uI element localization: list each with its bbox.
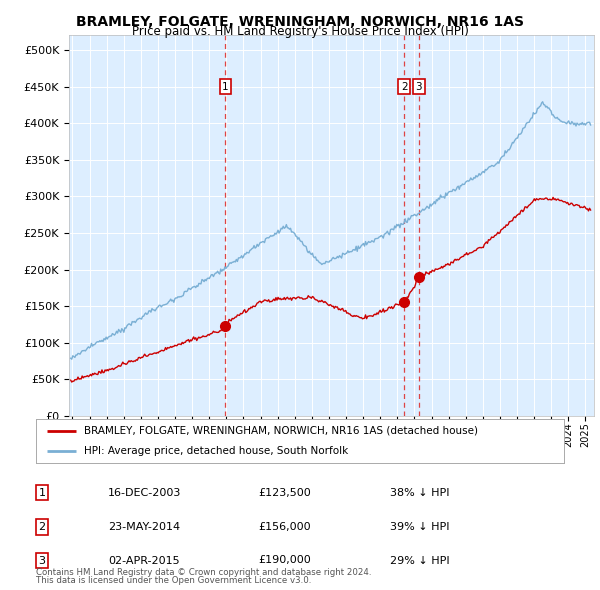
Text: Contains HM Land Registry data © Crown copyright and database right 2024.: Contains HM Land Registry data © Crown c…: [36, 568, 371, 577]
Text: £156,000: £156,000: [258, 522, 311, 532]
Text: HPI: Average price, detached house, South Norfolk: HPI: Average price, detached house, Sout…: [83, 446, 348, 456]
Text: 38% ↓ HPI: 38% ↓ HPI: [390, 488, 449, 497]
Text: £123,500: £123,500: [258, 488, 311, 497]
Text: 23-MAY-2014: 23-MAY-2014: [108, 522, 180, 532]
Text: 29% ↓ HPI: 29% ↓ HPI: [390, 556, 449, 565]
Text: 39% ↓ HPI: 39% ↓ HPI: [390, 522, 449, 532]
Text: 1: 1: [222, 81, 229, 91]
Text: 3: 3: [415, 81, 422, 91]
Text: 02-APR-2015: 02-APR-2015: [108, 556, 179, 565]
Text: £190,000: £190,000: [258, 556, 311, 565]
Text: Price paid vs. HM Land Registry's House Price Index (HPI): Price paid vs. HM Land Registry's House …: [131, 25, 469, 38]
Text: 2: 2: [38, 522, 46, 532]
Text: 3: 3: [38, 556, 46, 565]
Text: 1: 1: [38, 488, 46, 497]
Text: 2: 2: [401, 81, 407, 91]
Text: BRAMLEY, FOLGATE, WRENINGHAM, NORWICH, NR16 1AS: BRAMLEY, FOLGATE, WRENINGHAM, NORWICH, N…: [76, 15, 524, 29]
Text: 16-DEC-2003: 16-DEC-2003: [108, 488, 181, 497]
Text: This data is licensed under the Open Government Licence v3.0.: This data is licensed under the Open Gov…: [36, 576, 311, 585]
Text: BRAMLEY, FOLGATE, WRENINGHAM, NORWICH, NR16 1AS (detached house): BRAMLEY, FOLGATE, WRENINGHAM, NORWICH, N…: [83, 426, 478, 436]
